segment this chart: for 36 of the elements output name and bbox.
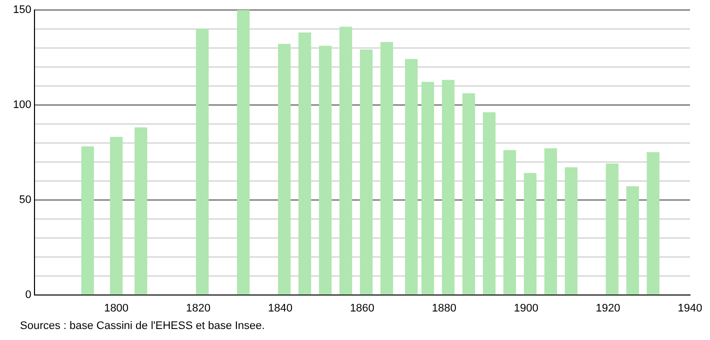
x-tick-label: 1820	[186, 302, 211, 314]
bar	[318, 46, 332, 295]
bar	[298, 32, 312, 295]
bar	[421, 82, 434, 295]
x-tick-label: 1860	[350, 302, 374, 314]
x-tick-label: 1920	[596, 302, 620, 314]
y-tick-label: 0	[25, 288, 32, 301]
source-note: Sources : base Cassini de l'EHESS et base Insee.	[20, 320, 265, 332]
bar	[196, 28, 209, 295]
bar	[278, 44, 291, 295]
x-tick-label: 1940	[678, 302, 702, 314]
bar	[81, 146, 94, 295]
bar	[503, 150, 516, 295]
bar	[544, 148, 558, 295]
bar	[237, 10, 250, 295]
x-tick-label: 1840	[268, 302, 292, 314]
bar	[339, 26, 352, 295]
x-tick-label: 1800	[104, 302, 129, 314]
x-tick-label: 1880	[432, 302, 456, 314]
bar	[626, 186, 639, 295]
bar	[564, 167, 578, 295]
bar	[110, 136, 123, 295]
y-tick-label: 100	[12, 98, 32, 111]
bar	[442, 80, 455, 295]
x-tick-label: 1900	[514, 302, 538, 314]
bar	[134, 127, 148, 295]
bar	[462, 93, 476, 295]
bar	[482, 112, 496, 295]
bar	[405, 59, 418, 295]
bar	[360, 50, 373, 295]
bar	[524, 172, 537, 295]
bar	[606, 163, 618, 295]
bar	[380, 42, 394, 295]
y-tick-label: 150	[12, 4, 32, 16]
y-tick-label: 50	[19, 194, 32, 206]
bar	[646, 152, 660, 295]
